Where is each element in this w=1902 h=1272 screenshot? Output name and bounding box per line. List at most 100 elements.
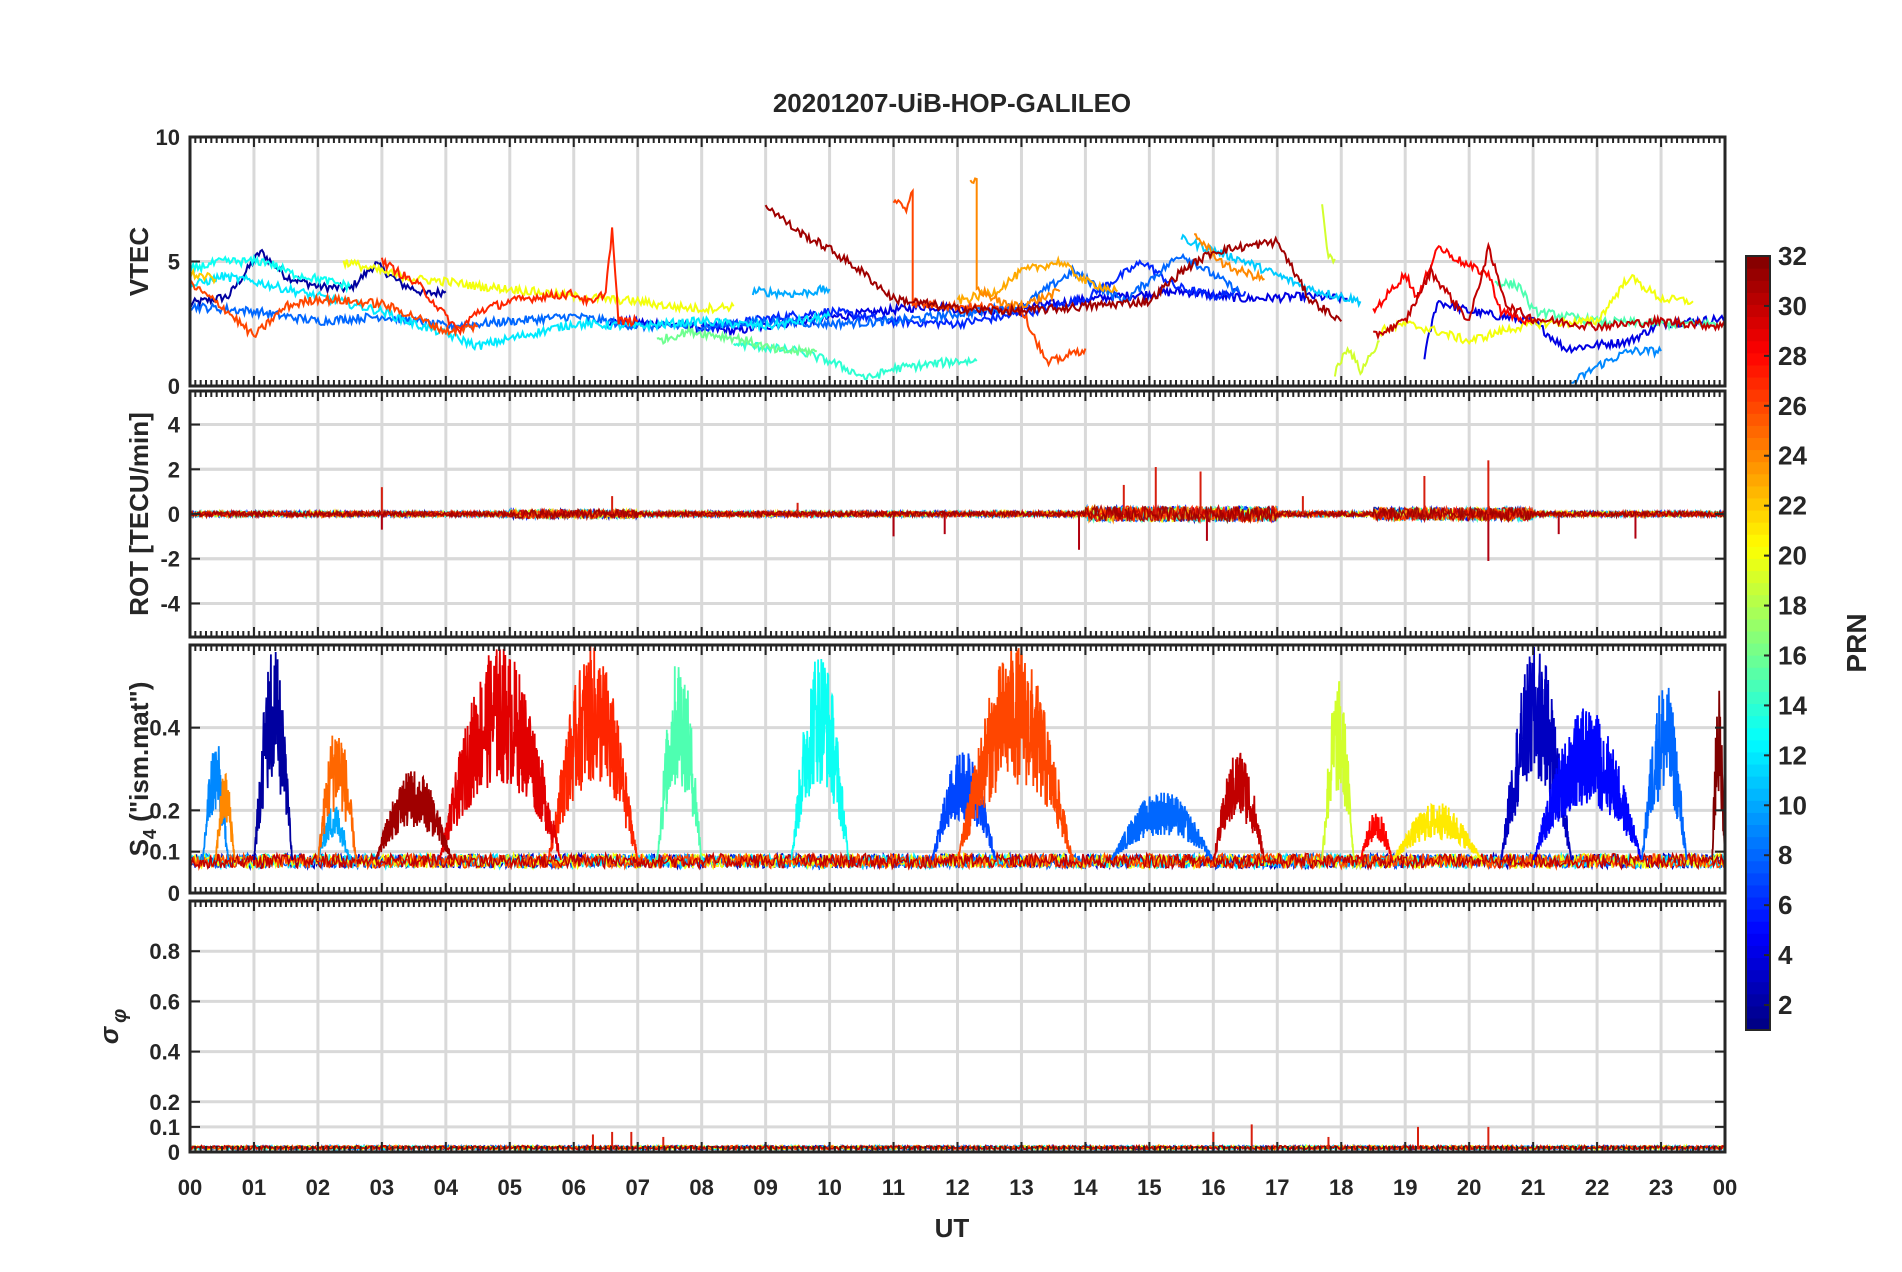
vtec-series-prn-24 [1194,233,1265,283]
y-tick-label: 0.1 [149,840,180,865]
colorbar-segment [1746,401,1770,414]
colorbar-segment [1746,957,1770,971]
colorbar-tick-label: 2 [1778,990,1792,1020]
vtec-series-prn-11 [1180,233,1362,309]
colorbar-segment [1746,969,1770,983]
vtec-series-prn-8 [190,252,1240,333]
x-tick-label: 12 [945,1175,969,1200]
x-tick-label: 18 [1329,1175,1353,1200]
s4-burst-prn-5 [1532,708,1643,861]
y-tick-label: 0.6 [149,989,180,1014]
colorbar-segment [1746,316,1770,330]
colorbar-segment [1746,800,1770,813]
panel-s4: 0 0.1 0.2 0.4S4 ("ism.mat") [124,643,1727,906]
vtec-series-prn-2 [190,248,447,309]
s4-burst-prn-28 [1359,813,1394,861]
colorbar-segment [1746,618,1770,632]
vtec-series-prn-19 [1333,340,1380,377]
s4-burst-prn-19 [1321,681,1355,860]
colorbar-segment [1746,570,1770,584]
s4-burst-prn-24 [214,772,236,861]
colorbar-tick-label: 8 [1778,840,1792,870]
vtec-series-prn-22 [190,267,217,285]
x-tick-label: 00 [178,1175,202,1200]
colorbar-tick-label: 32 [1778,241,1807,271]
rot-series-prn-31 [190,503,1725,525]
colorbar-segment [1746,860,1770,874]
x-tick-label: 04 [434,1175,459,1200]
vtec-series-prn-31 [764,204,1343,322]
x-tick-label: 14 [1073,1175,1098,1200]
vtec-series-prn-20 [342,258,735,315]
y-tick-label: 0.2 [149,1090,180,1115]
colorbar-tick-label: 10 [1778,790,1807,820]
colorbar-segment [1746,352,1770,366]
colorbar-segment [1746,993,1770,1007]
colorbar-segment [1746,280,1770,293]
panel-vtec: 0 5 10 VTEC [124,125,1727,399]
colorbar-segment [1746,921,1770,934]
s4-burst-prn-15 [656,666,703,861]
colorbar-segment [1746,376,1770,390]
colorbar-tick-label: 6 [1778,890,1792,920]
panel-sigphi: 00.10.2 0.4 0.6 0.8 σφ [94,899,1727,1165]
colorbar-tick-label: 22 [1778,491,1807,521]
vtec-series-prn-27 [380,227,639,337]
x-tick-label: 21 [1521,1175,1545,1200]
colorbar-segment [1746,437,1770,451]
s4-burst-prn-21 [1391,802,1483,863]
colorbar-segment [1746,763,1770,777]
data-s4 [190,645,1725,872]
vtec-series-prn-19 [1321,204,1336,265]
colorbar-segment [1746,413,1770,426]
colorbar-segment [1746,679,1770,692]
colorbar-segment [1746,715,1770,729]
colorbar-segment [1746,1017,1770,1031]
colorbar-segment [1746,389,1770,402]
colorbar-tick-label: 20 [1778,541,1807,571]
colorbar-tick-label: 28 [1778,341,1807,371]
colorbar-segment [1746,691,1770,705]
s4-burst-prn-7 [931,752,997,861]
y-tick-label: 0.4 [149,1040,180,1065]
x-tick-label: 00 [1713,1175,1737,1200]
vtec-series-prn-9 [1571,345,1662,384]
vtec-series-prn-30 [1373,241,1725,341]
colorbar-segment [1746,776,1770,789]
colorbar-segment [1746,643,1770,656]
y-tick-label: 0.1 [149,1115,180,1140]
y-tick-label: -2 [160,547,180,572]
y-tick-label: 10 [156,125,180,150]
s4-baseline-prn-8 [190,851,1725,871]
s4-burst-prn-8 [1641,687,1688,860]
colorbar-segment [1746,751,1770,765]
colorbar-segment [1746,824,1770,838]
colorbar-segment [1746,606,1770,620]
colorbar-segment [1746,727,1770,741]
y-tick-label: 4 [168,413,181,438]
x-tick-label: 10 [817,1175,841,1200]
y-axis-label: S4 ("ism.mat") [124,682,160,857]
x-tick-label: 03 [370,1175,394,1200]
x-tick-label: 02 [306,1175,330,1200]
s4-burst-prn-31 [374,771,454,862]
colorbar-segment [1746,945,1770,959]
colorbar-tick-label: 12 [1778,740,1807,770]
vtec-series-prn-20 [1378,273,1694,345]
s4-burst-prn-25 [317,735,358,861]
s4-burst-prn-8 [1110,792,1215,862]
colorbar-segment [1746,509,1770,523]
colorbar-segment [1746,896,1770,910]
x-tick-label: 07 [625,1175,649,1200]
y-tick-label: 0 [168,1140,180,1165]
x-axis: 00 01 02 03 04 05 06 07 08 09 10 11 12 13 14 15 16 17 18 19… [178,1175,1737,1200]
colorbar-segment [1746,739,1770,753]
colorbar-segment [1746,884,1770,898]
vtec-series-prn-13 [190,253,351,294]
x-tick-label: 11 [882,1175,905,1200]
x-tick-label: 13 [1009,1175,1033,1200]
x-tick-label: 06 [562,1175,586,1200]
colorbar-segment [1746,1005,1770,1019]
